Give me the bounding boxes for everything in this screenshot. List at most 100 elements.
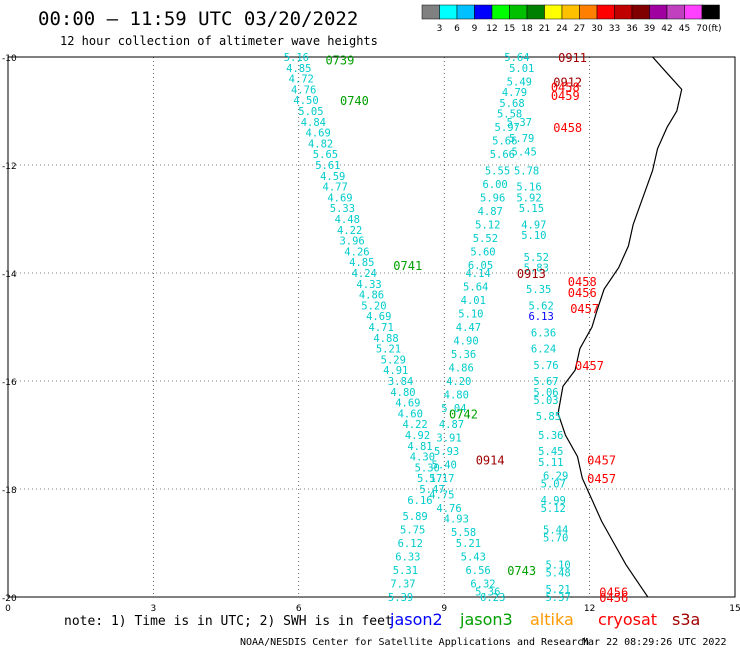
pass-time-label: 0741 <box>393 259 422 273</box>
wave-height-value: 6.13 <box>528 311 553 323</box>
wave-height-value: 4.69 <box>366 311 391 323</box>
wave-height-value: 5.21 <box>545 584 570 596</box>
wave-height-value: 4.24 <box>352 268 377 280</box>
pass-time-label: 0456 <box>599 591 628 605</box>
wave-height-value: 5.21 <box>456 538 481 550</box>
pass-time-label: 0458 <box>551 81 580 95</box>
wave-height-value: 5.15 <box>519 203 544 215</box>
colorbar-swatch <box>561 4 580 20</box>
wave-height-value: 5.78 <box>514 165 539 177</box>
wave-height-value: 5.79 <box>509 133 534 145</box>
colorbar-swatch <box>526 4 545 20</box>
colorbar-swatch <box>509 4 528 20</box>
x-tick-label: 15 <box>729 604 740 614</box>
pass-time-label: 0456 <box>599 586 628 600</box>
wave-height-value: 5.43 <box>461 552 486 564</box>
x-tick-label: 0 <box>5 604 11 614</box>
wave-height-value: 5.01 <box>509 63 534 75</box>
wave-height-value: 5.52 <box>473 233 498 245</box>
colorbar-tick-label: 70 <box>696 24 708 34</box>
wave-height-value: 4.77 <box>323 182 348 194</box>
wave-height-value: 6.36 <box>531 327 556 339</box>
wave-height-value: 4.76 <box>436 503 461 515</box>
legend-altika: altika <box>530 610 574 629</box>
wave-height-value: 6.24 <box>531 344 556 356</box>
wave-height-value: 5.66 <box>490 149 515 161</box>
wave-height-value: 5.44 <box>543 525 568 537</box>
pass-time-label: 0913 <box>517 267 546 281</box>
wave-height-value: 5.64 <box>504 52 529 64</box>
y-tick-label: -14 <box>2 270 17 280</box>
colorbar-swatch <box>649 4 668 20</box>
wave-height-value: 5.58 <box>451 527 476 539</box>
wave-height-value: 5.31 <box>393 565 418 577</box>
x-tick-label: 6 <box>296 604 302 614</box>
wave-height-value: 5.70 <box>543 533 568 545</box>
wave-height-value: 5.47 <box>419 484 444 496</box>
colorbar-tick-label: 33 <box>609 24 620 34</box>
pass-time-label: 0911 <box>558 51 587 65</box>
wave-height-value: 5.11 <box>538 457 563 469</box>
wave-height-value: 4.80 <box>390 387 415 399</box>
wave-height-value: 5.97 <box>495 122 520 134</box>
colorbar-swatch <box>666 4 685 20</box>
wave-height-value: 6.12 <box>398 538 423 550</box>
coastline <box>557 56 683 598</box>
pass-time-label: 0912 <box>553 75 582 89</box>
wave-height-value: 6.29 <box>543 471 568 483</box>
wave-height-value: 4.72 <box>289 74 314 86</box>
colorbar-swatch <box>631 4 650 20</box>
wave-height-value: 4.59 <box>320 171 345 183</box>
y-tick-label: -20 <box>2 594 17 604</box>
colorbar-tick-label: 30 <box>591 24 603 34</box>
wave-height-value: 5.33 <box>330 203 355 215</box>
wave-height-value: 4.84 <box>301 117 326 129</box>
wave-height-value: 4.69 <box>327 192 352 204</box>
colorbar-tick-label: 3 <box>437 24 443 34</box>
pass-time-label: 0457 <box>575 359 604 373</box>
wave-height-value: 4.60 <box>398 408 423 420</box>
wave-height-value: 4.01 <box>461 295 486 307</box>
legend-jason2: jason2 <box>389 610 443 629</box>
pass-time-label: 0739 <box>325 54 354 68</box>
colorbar-unit: (ft) <box>708 24 722 34</box>
wave-height-value: 4.48 <box>335 214 360 226</box>
wave-height-value: 5.64 <box>463 282 488 294</box>
pass-time-label: 0742 <box>449 407 478 421</box>
wave-height-value: 5.39 <box>388 592 413 604</box>
wave-height-value: 4.85 <box>349 257 374 269</box>
wave-height-value: 4.30 <box>410 452 435 464</box>
pass-time-label: 0457 <box>587 472 616 486</box>
colorbar-swatch <box>421 4 440 20</box>
colorbar-swatch <box>596 4 615 20</box>
wave-height-value: 5.17 <box>429 473 454 485</box>
wave-height-value: 5.05 <box>298 106 323 118</box>
wave-height-value: 5.40 <box>432 460 457 472</box>
wave-height-value: 5.37 <box>507 117 532 129</box>
wave-height-value: 6.00 <box>482 179 507 191</box>
wave-height-value: 6.56 <box>465 565 490 577</box>
wave-height-value: 5.12 <box>541 503 566 515</box>
x-tick-label: 3 <box>151 604 157 614</box>
wave-height-value: 4.93 <box>444 514 469 526</box>
wave-height-value: 4.33 <box>356 279 381 291</box>
wave-height-value: 5.89 <box>402 511 427 523</box>
wave-height-value: 5.10 <box>458 309 483 321</box>
wave-height-value: 4.20 <box>446 376 471 388</box>
colorbar: 3 6 9 12 15 18 21 24 27 30 33 36 39 42 45 70 <box>421 4 720 34</box>
colorbar-tick-label: 45 <box>679 24 690 34</box>
plot-frame <box>7 56 736 598</box>
colorbar-swatch <box>701 4 720 20</box>
wave-height-value: 4.87 <box>439 419 464 431</box>
wave-height-value: 5.35 <box>526 284 551 296</box>
pass-time-label: 0740 <box>340 94 369 108</box>
colorbar-swatch <box>491 4 510 20</box>
wave-height-value: 5.36 <box>451 349 476 361</box>
wave-height-value: 4.50 <box>293 95 318 107</box>
wave-height-value: 5.65 <box>313 149 338 161</box>
footer-timestamp: Mar 22 08:29:26 UTC 2022 <box>582 637 727 648</box>
wave-height-value: 5.29 <box>381 354 406 366</box>
colorbar-tick-label: 9 <box>472 24 478 34</box>
wave-height-value: 4.86 <box>359 290 384 302</box>
